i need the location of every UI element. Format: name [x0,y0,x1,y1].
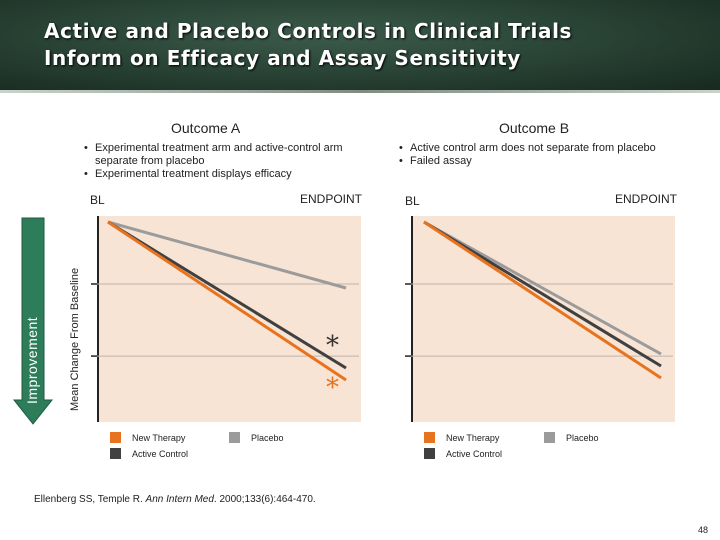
significance-marker: * [326,373,339,403]
improvement-arrow [12,217,54,425]
legend-a-placebo: Placebo [229,432,284,443]
outcome-b-endpoint-label: ENDPOINT [615,192,678,206]
legend-label: Placebo [566,432,599,443]
outcome-b-bullets: Active control arm does not separate fro… [396,142,696,168]
legend-label: Active Control [132,448,189,459]
legend-label: New Therapy [132,432,186,443]
legend-swatch [424,432,435,443]
legend-b-placebo: Placebo [544,432,599,443]
legend-a-active-control: Active Control [110,448,188,459]
citation-details: . 2000;133(6):464-470. [213,494,316,505]
outcome-a-title: Outcome A [171,120,241,136]
slide-title: Active and Placebo Controls in Clinical … [44,18,572,72]
legend-swatch [424,448,435,459]
citation-journal: Ann Intern Med [145,494,214,505]
legend-swatch [229,432,240,443]
legend-b-new-therapy: New Therapy [424,432,499,443]
outcome-a-endpoint-label: ENDPOINT [300,192,363,206]
banner-divider [0,90,720,93]
citation: Ellenberg SS, Temple R. Ann Intern Med. … [34,494,316,505]
outcome-a-bullet-1: Experimental treatment arm and active-co… [81,142,381,168]
outcome-a-bullet-2: Experimental treatment displays efficacy [81,168,381,181]
legend-b-active-control: Active Control [424,448,502,459]
legend-swatch [110,448,121,459]
outcome-b-plot-area [411,216,675,422]
legend-label: Active Control [446,448,503,459]
series-line-new-therapy [107,220,347,382]
outcome-a-bl-label: BL [90,193,105,207]
slide-title-line-1: Active and Placebo Controls in Clinical … [44,19,573,43]
series-line-placebo [107,220,347,290]
legend-a-new-therapy: New Therapy [110,432,185,443]
legend-label: Placebo [251,432,284,443]
outcome-a-bullets: Experimental treatment arm and active-co… [81,142,381,181]
legend-label: New Therapy [446,432,500,443]
outcome-b-bullet-2: Failed assay [396,155,696,168]
series-line-placebo [423,220,662,356]
outcome-b-title: Outcome B [499,120,570,136]
series-line-active-control [423,220,662,368]
slide-title-line-2: Inform on Efficacy and Assay Sensitivity [44,46,521,70]
significance-marker: * [326,331,339,361]
outcome-b-bullet-1: Active control arm does not separate fro… [396,142,696,155]
outcome-a-plot-area [97,216,361,422]
page-number: 48 [697,525,708,535]
legend-swatch [544,432,555,443]
title-banner [0,0,720,90]
series-line-new-therapy [423,220,662,380]
citation-authors: Ellenberg SS, Temple R. [34,494,146,505]
series-line-active-control [107,220,347,370]
legend-swatch [110,432,121,443]
outcome-b-bl-label: BL [405,194,420,208]
